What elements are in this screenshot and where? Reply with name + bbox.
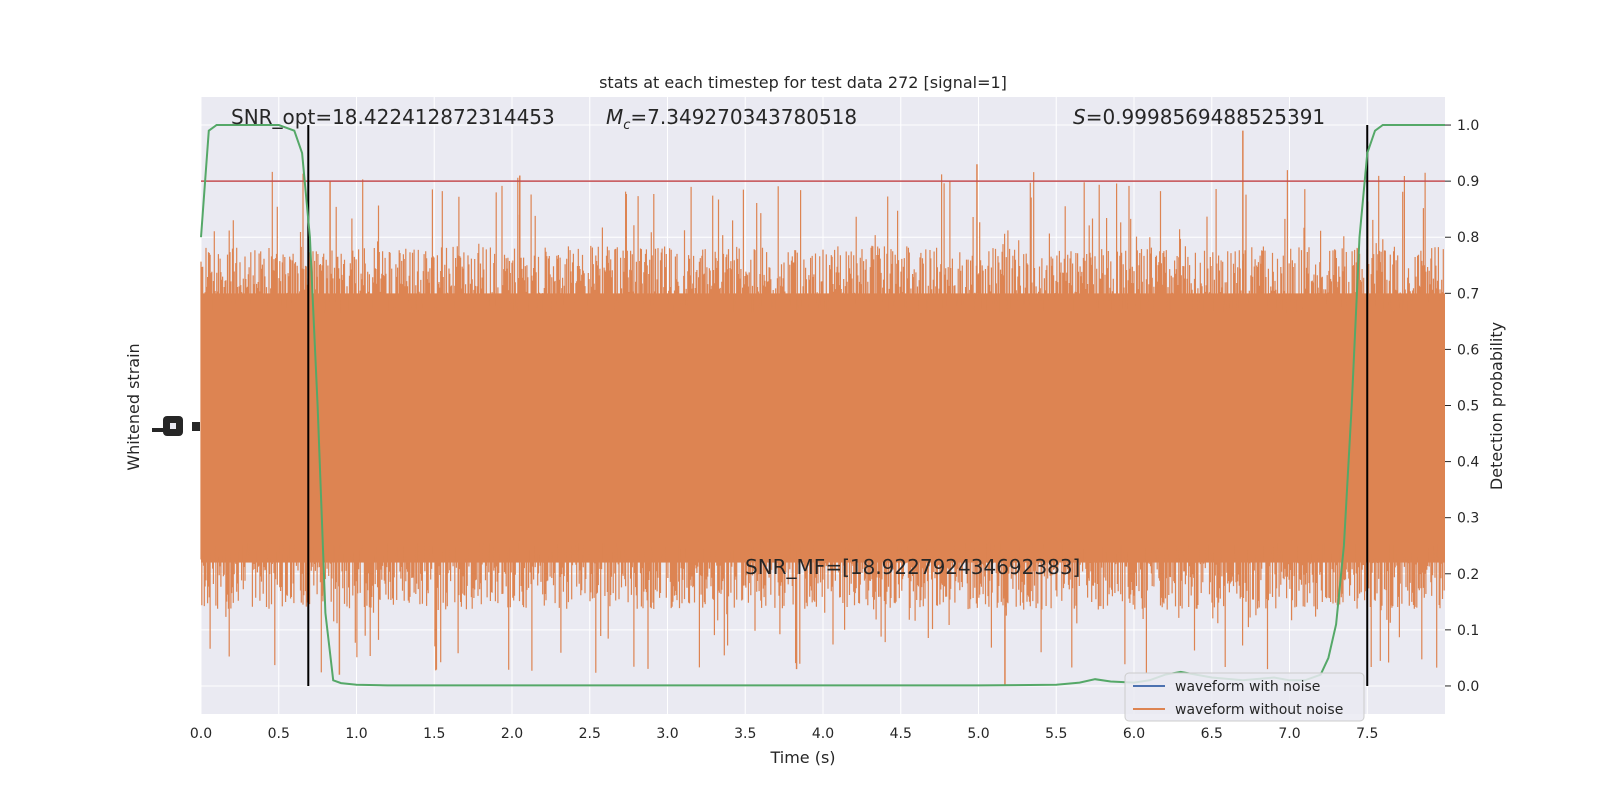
y-axis-label-left: Whitened strain	[124, 343, 143, 470]
x-tick-label: 0.0	[190, 726, 212, 742]
y-tick-label-right: 0.2	[1457, 567, 1479, 583]
legend-label-with-noise: waveform with noise	[1175, 679, 1320, 695]
x-tick-label: 6.0	[1123, 726, 1145, 742]
annotation-s-value: S=0.9998569488525391	[1073, 105, 1325, 129]
axis-ticks: 0.0 0.5 1.0 1.5 2.0 2.5 3.0 3.5 4.0 4.5 5.0 5.5 6.0 6…	[190, 118, 1479, 742]
x-tick-label: 3.5	[734, 726, 756, 742]
x-tick-label: 7.0	[1278, 726, 1300, 742]
x-tick-label: 4.0	[812, 726, 834, 742]
y-tick-label-right: 0.4	[1457, 455, 1479, 471]
y-axis-label-right: Detection probability	[1487, 322, 1506, 490]
y-tick-label-right: 0.0	[1457, 679, 1479, 695]
x-tick-label: 4.5	[890, 726, 912, 742]
y-tick-label-right: 0.5	[1457, 399, 1479, 415]
y-tick-label-right: 0.9	[1457, 174, 1479, 190]
annotation-chirp-mass: Mc=7.349270343780518	[606, 105, 857, 133]
x-tick-label: 5.0	[967, 726, 989, 742]
legend: waveform with noise waveform without noi…	[1124, 672, 1365, 722]
left-axis-overlapped-ticks	[152, 416, 200, 436]
y-tick-label-right: 0.1	[1457, 623, 1479, 639]
waveform-band	[200, 130, 1445, 686]
x-tick-label: 5.5	[1045, 726, 1067, 742]
annotation-snr-mf: SNR_MF=[18.922792434692383]	[745, 555, 1080, 579]
x-tick-label: 1.0	[345, 726, 367, 742]
legend-label-without-noise: waveform without noise	[1175, 702, 1343, 718]
x-tick-label: 0.5	[268, 726, 290, 742]
overlay-lines	[200, 124, 1445, 687]
x-tick-label: 1.5	[423, 726, 445, 742]
y-tick-label-right: 0.3	[1457, 511, 1479, 527]
detection-probability-line	[200, 124, 1445, 687]
x-tick-label: 6.5	[1201, 726, 1223, 742]
legend-box	[1124, 672, 1365, 722]
chirp-mass-value: =7.349270343780518	[630, 105, 857, 129]
chirp-mass-subscript: c	[623, 118, 630, 133]
x-tick-label: 3.0	[656, 726, 678, 742]
y-tick-label-right: 0.8	[1457, 230, 1479, 246]
y-tick-label-right: 1.0	[1457, 118, 1479, 134]
y-tick-label-right: 0.7	[1457, 286, 1479, 302]
y-tick-label-right: 0.6	[1457, 342, 1479, 358]
chart-title: stats at each timestep for test data 272…	[599, 73, 1007, 92]
x-tick-label: 2.0	[501, 726, 523, 742]
annotation-snr-opt: SNR_opt=18.422412872314453	[231, 105, 555, 129]
x-axis-label: Time (s)	[769, 748, 835, 767]
x-tick-label: 2.5	[579, 726, 601, 742]
x-tick-label: 7.5	[1356, 726, 1378, 742]
s-symbol: S	[1073, 105, 1086, 129]
waveform-without-noise-spikes	[200, 170, 1445, 673]
s-value: =0.9998569488525391	[1086, 105, 1325, 129]
chirp-mass-symbol: M	[606, 105, 623, 129]
